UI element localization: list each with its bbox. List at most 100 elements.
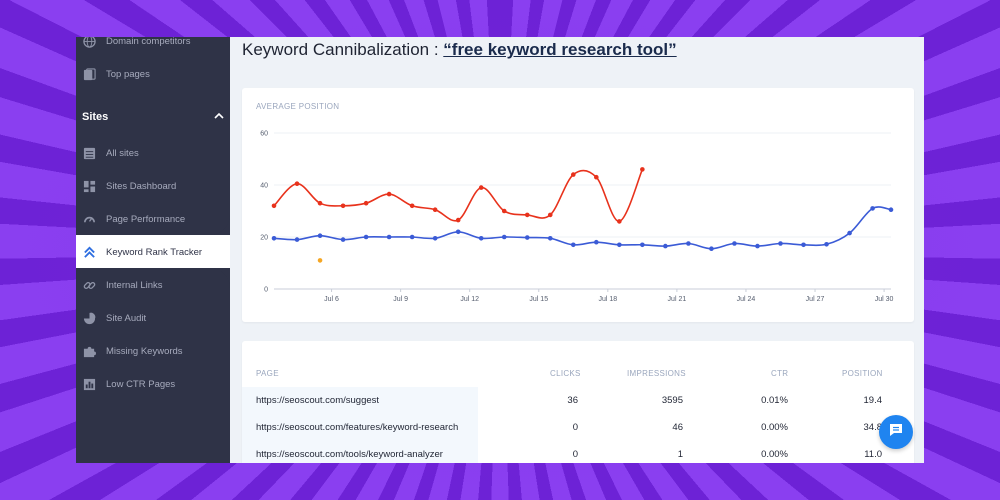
data-point <box>663 243 668 249</box>
data-point <box>594 174 599 180</box>
page-title-keyword[interactable]: “free keyword research tool” <box>443 40 677 59</box>
cell-position: 11.0 <box>864 449 882 460</box>
y-tick-label: 0 <box>264 287 268 294</box>
sidebar-upper <box>76 37 230 235</box>
x-tick-label: Jul 12 <box>460 296 479 303</box>
sidebar-item-page-performance[interactable]: Page Performance <box>76 203 230 235</box>
sidebar-item-label: Site Audit <box>106 312 147 324</box>
sidebar-item-keyword-rank-tracker[interactable]: Keyword Rank Tracker <box>76 236 230 268</box>
cell-impressions: 46 <box>672 422 683 433</box>
chat-button[interactable] <box>879 415 913 449</box>
data-point <box>478 236 484 241</box>
data-point <box>888 207 894 212</box>
page-title-prefix: Keyword Cannibalization : <box>242 40 444 59</box>
data-point <box>570 242 576 248</box>
x-tick-label: Jul 15 <box>529 296 548 303</box>
cell-impressions: 1 <box>677 449 683 460</box>
x-tick-label: Jul 24 <box>737 296 756 303</box>
column-header-ctr[interactable]: CTR <box>771 369 789 378</box>
data-point <box>524 235 530 240</box>
sidebar-item-top-pages[interactable]: Top pages <box>76 58 230 90</box>
sidebar-item-label: Missing Keywords <box>106 345 183 357</box>
data-point <box>524 212 530 218</box>
main-content: Keyword Cannibalization : “free keyword … <box>230 37 924 463</box>
data-point <box>478 185 484 190</box>
data-point <box>870 206 875 211</box>
x-tick-label: Jul 27 <box>806 296 825 303</box>
series-line <box>273 206 892 250</box>
column-header-clicks[interactable]: CLICKS <box>550 369 581 378</box>
chevron-up-icon <box>214 111 224 123</box>
sidebar-item-missing-keywords[interactable]: Missing Keywords <box>76 335 230 367</box>
cell-ctr: 0.01% <box>761 395 788 406</box>
table-row: https://seoscout.com/tools/keyword-analy… <box>242 441 914 463</box>
pages-table: PAGE CLICKS IMPRESSIONS CTR POSITION htt… <box>242 341 914 463</box>
sidebar-item-label: All sites <box>106 147 139 159</box>
cell-clicks: 0 <box>572 449 578 460</box>
cell-page[interactable]: https://seoscout.com/tools/keyword-analy… <box>256 449 443 460</box>
pages-icon <box>82 67 96 81</box>
y-tick-label: 20 <box>260 235 268 242</box>
data-point <box>294 237 300 242</box>
data-point <box>686 241 691 246</box>
sidebar-section-sites[interactable]: Sites <box>82 108 224 126</box>
cell-impressions: 3595 <box>661 395 683 406</box>
data-point <box>547 236 553 241</box>
x-tick-label: Jul 9 <box>393 296 408 303</box>
column-header-impressions[interactable]: IMPRESSIONS <box>627 369 686 378</box>
data-point <box>363 234 369 240</box>
data-point <box>801 242 806 248</box>
sidebar-item-domain-competitors[interactable]: Domain competitors <box>76 37 230 57</box>
data-point <box>847 230 852 236</box>
cell-position: 19.4 <box>863 395 883 406</box>
x-tick-label: Jul 18 <box>598 296 617 303</box>
globe-icon <box>82 37 96 48</box>
average-position-card: AVERAGE POSITION 0 20 40 60 Jul 6 Jul 9 Jul 12… <box>242 88 914 322</box>
sidebar-item-all-sites[interactable]: All sites <box>76 137 230 169</box>
cell-page[interactable]: https://seoscout.com/suggest <box>256 395 380 406</box>
column-header-page[interactable]: PAGE <box>256 369 279 378</box>
sidebar-item-sites-dashboard[interactable]: Sites Dashboard <box>76 170 230 202</box>
sidebar-item-label: Internal Links <box>106 279 163 291</box>
cell-ctr: 0.00% <box>761 422 788 433</box>
y-tick-label: 60 <box>260 131 268 138</box>
column-header-position[interactable]: POSITION <box>842 369 883 378</box>
cell-position: 34.8 <box>863 422 883 433</box>
y-tick-label: 40 <box>260 183 268 190</box>
sidebar-item-low-ctr-pages[interactable]: Low CTR Pages <box>76 368 230 400</box>
data-point <box>317 258 323 263</box>
x-tick-label: Jul 6 <box>324 296 339 303</box>
data-point <box>709 246 714 251</box>
data-point <box>617 219 622 224</box>
x-tick-label: Jul 30 <box>875 296 894 303</box>
sidebar-item-label: Keyword Rank Tracker <box>106 246 203 258</box>
data-point <box>386 191 392 197</box>
series-line <box>273 169 644 223</box>
row-highlight <box>242 387 478 414</box>
sidebar-item-site-audit[interactable]: Site Audit <box>76 302 230 334</box>
data-point <box>501 208 507 214</box>
data-point <box>363 200 369 206</box>
cell-page[interactable]: https://seoscout.com/features/keyword-re… <box>256 422 459 433</box>
x-tick-label: Jul 21 <box>668 296 687 303</box>
sidebar-item-label: Domain competitors <box>106 37 191 47</box>
link-icon <box>82 278 96 292</box>
chevrons-up-icon <box>82 245 96 259</box>
data-point <box>455 229 461 235</box>
sidebar-item-label: Low CTR Pages <box>106 378 176 390</box>
sidebar-item-internal-links[interactable]: Internal Links <box>76 269 230 301</box>
data-point <box>340 203 346 209</box>
chart-title: AVERAGE POSITION <box>256 102 340 111</box>
cell-clicks: 0 <box>572 422 578 433</box>
data-point <box>617 242 622 248</box>
data-point <box>594 239 599 245</box>
data-point <box>824 241 829 247</box>
data-point <box>409 203 415 209</box>
sidebar-item-label: Sites Dashboard <box>106 180 177 192</box>
data-point <box>294 181 300 186</box>
list-icon <box>82 146 96 160</box>
pie-icon <box>82 311 96 325</box>
data-point <box>271 203 277 209</box>
table-row: https://seoscout.com/features/keyword-re… <box>242 414 914 441</box>
section-label: Sites <box>82 111 109 123</box>
